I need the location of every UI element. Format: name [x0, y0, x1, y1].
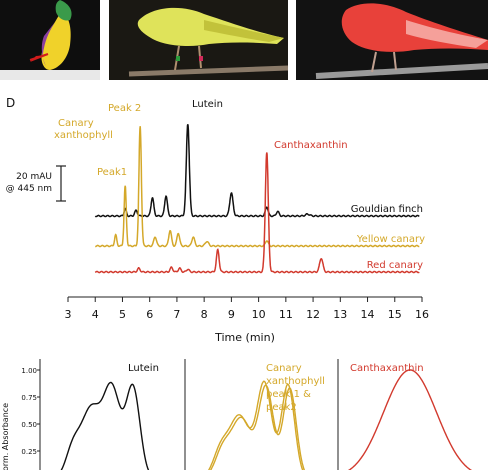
x-axis-label: Time (min): [214, 331, 275, 344]
x-tick-label-11: 11: [279, 308, 293, 321]
y-axis-label: Norm. Absorbance: [1, 403, 10, 470]
x-tick-label-5: 5: [119, 308, 126, 321]
spectrum-title-lutein: Lutein: [128, 363, 159, 374]
spectrum-curve-2-2: [209, 384, 306, 470]
x-tick-label-13: 13: [333, 308, 347, 321]
spectra-ticks: [37, 369, 40, 452]
x-tick-label-8: 8: [201, 308, 208, 321]
y-tick-0-25: 0.25: [21, 448, 37, 456]
spectrum-title-canary-2: xanthophyll: [266, 376, 325, 387]
annotation-canary: Canary: [58, 118, 94, 129]
chromatogram-traces: [94, 124, 420, 274]
gouldian-finch-photo: [0, 0, 100, 80]
series-label-yellow-canary: Yellow canary: [356, 234, 425, 245]
annotation-lutein: Lutein: [192, 99, 223, 110]
x-tick-label-6: 6: [146, 308, 153, 321]
spectrum-curve-2-1: [208, 380, 304, 470]
spectrum-title-canary-3: peak 1 &: [266, 389, 311, 400]
x-tick-label-4: 4: [92, 308, 99, 321]
trace-red-canary: [94, 152, 420, 274]
x-tick-label-9: 9: [228, 308, 235, 321]
spectrum-curve-3-1: [348, 369, 472, 470]
spectrum-title-canthaxanthin: Canthaxanthin: [350, 363, 424, 374]
x-tick-label-16: 16: [415, 308, 429, 321]
spectrum-curve-1-1: [60, 381, 150, 470]
x-tick-label-12: 12: [306, 308, 320, 321]
scale-bar: 20 mAU @ 445 nm: [6, 165, 66, 202]
x-tick-label-15: 15: [388, 308, 402, 321]
y-tick-0-75: 0.75: [21, 394, 37, 402]
annotation-peak-2: Peak 2: [108, 103, 141, 114]
annotation-xanthophyll: xanthophyll: [54, 130, 113, 141]
yellow-canary-photo: [109, 0, 288, 80]
annotation-peak-1: Peak1: [97, 167, 127, 178]
y-tick-0-50: 0.50: [21, 421, 37, 429]
scale-bar-label-2: @ 445 nm: [6, 184, 52, 194]
trace-yellow-canary: [95, 126, 420, 248]
spectra-curves: [60, 369, 472, 470]
chromatogram-chart: D 20 mAU @ 445 nm Canary xanthophyll Pea…: [6, 96, 429, 344]
absorbance-spectra: Norm. Absorbance 1.00 0.75 0.50 0.25 Lut…: [1, 359, 472, 470]
y-tick-1-00: 1.00: [21, 367, 37, 375]
red-canary-photo: [296, 0, 488, 80]
x-tick-label-3: 3: [65, 308, 72, 321]
series-label-gouldian-finch: Gouldian finch: [351, 204, 423, 215]
x-tick-label-14: 14: [361, 308, 375, 321]
scale-bar-label-1: 20 mAU: [16, 172, 52, 182]
panel-label: D: [6, 96, 15, 110]
x-tick-label-10: 10: [252, 308, 266, 321]
x-tick-label-7: 7: [173, 308, 180, 321]
series-label-red-canary: Red canary: [367, 260, 423, 271]
spectrum-title-canary-4: peak2: [266, 402, 297, 413]
annotation-canthaxanthin: Canthaxanthin: [274, 140, 348, 151]
x-axis-ticks: 3 4 5 6 7 8 9 10 11 12 13 14 15 16: [65, 297, 429, 321]
trace-gouldian-finch: [94, 124, 420, 218]
spectrum-title-canary-1: Canary: [266, 363, 302, 374]
